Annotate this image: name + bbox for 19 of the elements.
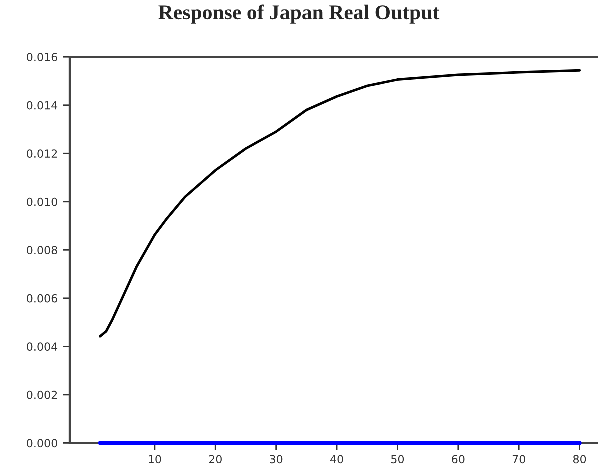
y-tick-label: 0.000 bbox=[27, 439, 58, 448]
x-tick-label: 30 bbox=[270, 455, 283, 464]
x-tick-label: 70 bbox=[512, 455, 526, 464]
y-tick-label: 0.008 bbox=[27, 246, 58, 255]
chart-title: Response of Japan Real Output bbox=[158, 4, 440, 24]
line-series bbox=[99, 69, 582, 338]
y-tick-label: 0.014 bbox=[27, 101, 58, 110]
x-tick-label: 10 bbox=[149, 455, 162, 464]
x-tick-label: 20 bbox=[209, 455, 222, 464]
x-tick-label: 40 bbox=[330, 455, 344, 464]
y-tick-label: 0.004 bbox=[27, 342, 58, 352]
y-tick-label: 0.012 bbox=[27, 150, 58, 158]
y-tick-label: 0.006 bbox=[27, 294, 58, 303]
y-tick-label: 0.016 bbox=[27, 53, 58, 62]
y-tick-label: 0.010 bbox=[27, 198, 58, 206]
x-tick-label: 50 bbox=[392, 455, 404, 464]
x-tick-label: 80 bbox=[573, 455, 586, 464]
x-tick-label: 60 bbox=[452, 455, 465, 464]
y-tick-label: 0.002 bbox=[27, 390, 58, 400]
